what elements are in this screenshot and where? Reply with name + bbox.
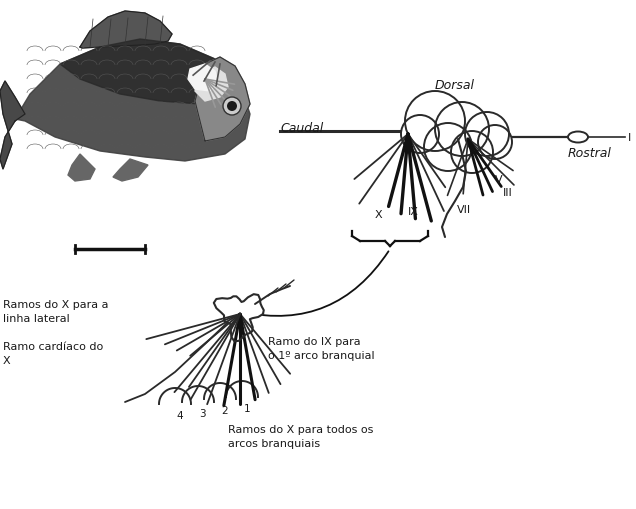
Text: Ramos do X para a
linha lateral: Ramos do X para a linha lateral [3, 299, 109, 323]
Text: VII: VII [457, 205, 471, 215]
Circle shape [424, 124, 472, 172]
Text: Caudal: Caudal [280, 121, 323, 134]
Polygon shape [68, 155, 95, 182]
Text: Ramo cardíaco do
X: Ramo cardíaco do X [3, 342, 103, 365]
Polygon shape [226, 381, 258, 397]
Text: Rostral: Rostral [568, 147, 612, 160]
Circle shape [223, 98, 241, 116]
Text: 1: 1 [244, 403, 250, 413]
Circle shape [451, 132, 493, 174]
Polygon shape [214, 295, 264, 342]
Circle shape [405, 92, 465, 152]
Polygon shape [15, 40, 250, 162]
Circle shape [227, 102, 237, 112]
Circle shape [478, 126, 512, 160]
Polygon shape [159, 388, 191, 404]
Text: IX: IX [408, 207, 419, 216]
FancyBboxPatch shape [2, 10, 270, 254]
Polygon shape [0, 82, 25, 169]
Polygon shape [188, 65, 218, 92]
Polygon shape [182, 386, 214, 402]
Polygon shape [204, 383, 236, 399]
Polygon shape [60, 40, 240, 105]
Text: Ramo do IX para
o 1º arco branquial: Ramo do IX para o 1º arco branquial [268, 336, 375, 360]
Circle shape [465, 113, 509, 157]
Text: X: X [374, 210, 382, 219]
Text: I: I [628, 133, 632, 143]
Text: Ramos do X para todos os
arcos branquiais: Ramos do X para todos os arcos branquiai… [228, 424, 373, 448]
Text: III: III [503, 188, 513, 197]
Polygon shape [113, 160, 148, 182]
Polygon shape [195, 58, 250, 142]
Text: V: V [495, 175, 502, 185]
Polygon shape [195, 68, 228, 102]
Polygon shape [80, 12, 172, 49]
Text: 2: 2 [221, 405, 228, 415]
Text: Dorsal: Dorsal [435, 79, 475, 92]
Text: 3: 3 [200, 408, 206, 418]
Circle shape [435, 103, 489, 157]
Circle shape [401, 116, 439, 154]
Ellipse shape [568, 132, 588, 143]
Text: 4: 4 [176, 410, 183, 420]
